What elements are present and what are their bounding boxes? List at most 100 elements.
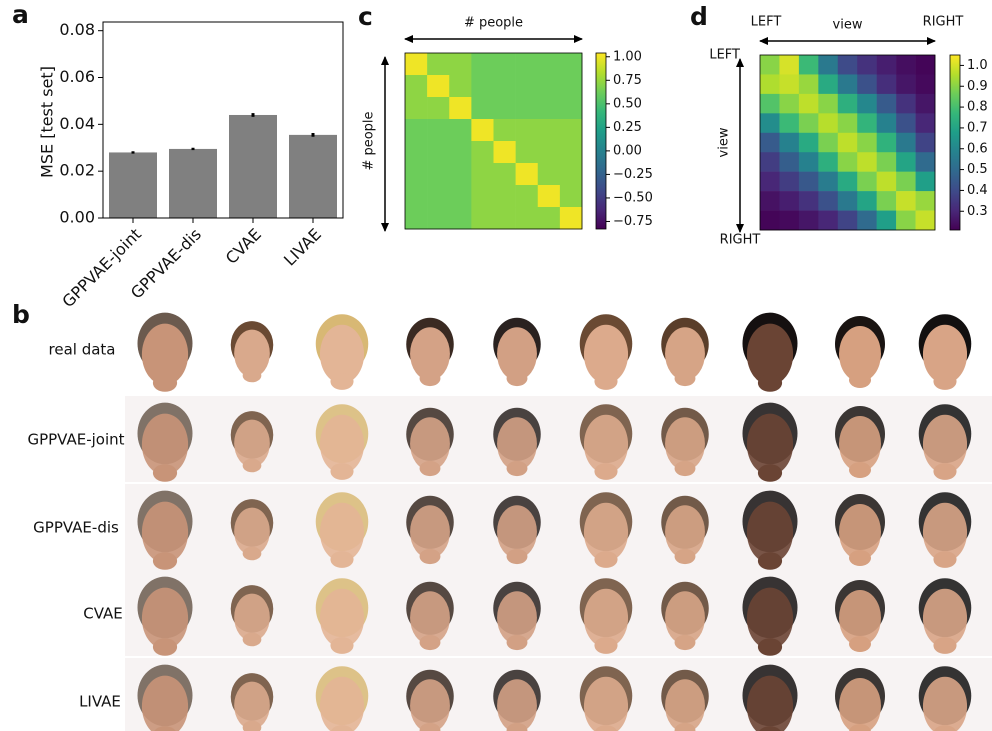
heatmap-cell: [494, 119, 516, 141]
face-neck: [153, 552, 177, 570]
bar: [109, 152, 157, 218]
panel-label: c: [358, 2, 373, 31]
heatmap-cell: [877, 152, 897, 172]
heatmap-cell: [799, 55, 819, 75]
heatmap-cell: [516, 207, 538, 229]
face-image: [919, 666, 972, 731]
heatmap-cell: [799, 172, 819, 192]
face-neck: [420, 461, 441, 476]
colorbar-tick-label: 0.6: [967, 141, 988, 156]
heatmap-cell: [538, 97, 560, 119]
heatmap-cell: [494, 75, 516, 97]
face-image: [580, 666, 633, 731]
colorbar-tick-label: 0.7: [967, 120, 988, 135]
y-tick-label: 0.06: [59, 67, 95, 86]
heatmap-cell: [516, 97, 538, 119]
bar: [229, 115, 277, 218]
face-neck: [758, 638, 782, 656]
heatmap-cell: [516, 53, 538, 75]
face-image: [316, 314, 369, 390]
heatmap-cell: [405, 53, 427, 75]
heatmap-cell: [916, 172, 936, 192]
heatmap-cell: [494, 141, 516, 163]
heatmap-cell: [779, 191, 799, 211]
heatmap-cell: [916, 113, 936, 133]
colorbar: [950, 55, 960, 230]
heatmap-cell: [560, 207, 582, 229]
face-image: [919, 314, 972, 390]
heatmap-cell: [818, 55, 838, 75]
x-end-label: LEFT: [751, 15, 782, 30]
face-neck: [594, 373, 617, 390]
face-image: [580, 314, 633, 390]
face-neck: [933, 463, 956, 480]
x-axis-label: # people: [464, 16, 523, 31]
heatmap-cell: [760, 191, 780, 211]
heatmap-cell: [779, 211, 799, 231]
heatmap-cell: [857, 74, 877, 94]
face-neck: [420, 371, 441, 386]
heatmap-cell: [877, 133, 897, 153]
y-axis-label: # people: [362, 111, 377, 170]
face-image: [406, 318, 454, 386]
face-neck: [849, 636, 871, 652]
y-end-label: RIGHT: [720, 233, 761, 248]
heatmap-cell: [779, 172, 799, 192]
heatmap-cell: [449, 53, 471, 75]
face-image: [493, 318, 541, 386]
heatmap-cell: [916, 191, 936, 211]
heatmap-cell: [877, 74, 897, 94]
colorbar-tick-label: 0.9: [967, 79, 988, 94]
row-label: CVAE: [83, 605, 123, 623]
heatmap-cell: [427, 97, 449, 119]
colorbar-tick-label: 1.0: [967, 58, 988, 73]
y-tick-label: 0.02: [59, 161, 95, 180]
heatmap-cell: [916, 152, 936, 172]
panel-label: a: [12, 0, 29, 29]
bar: [289, 135, 337, 218]
row-label: GPPVAE-joint: [27, 431, 124, 449]
face-neck: [507, 635, 528, 650]
colorbar-tick-label: 0.3: [967, 204, 988, 219]
heatmap-cell: [916, 55, 936, 75]
face-neck: [758, 464, 782, 482]
face-neck: [933, 637, 956, 654]
heatmap-cell: [560, 163, 582, 185]
heatmap-cell: [838, 113, 858, 133]
heatmap-cell: [799, 74, 819, 94]
face-neck: [849, 372, 871, 388]
heatmap-cell: [494, 97, 516, 119]
heatmap-cell: [427, 53, 449, 75]
figure: a b c d 0.000.020.040.060.08MSE [test se…: [0, 0, 992, 731]
heatmap-cell: [799, 152, 819, 172]
y-end-label: LEFT: [709, 48, 740, 63]
heatmap-cell: [427, 163, 449, 185]
heatmap-cell: [427, 119, 449, 141]
heatmap-cell: [877, 55, 897, 75]
face-neck: [420, 549, 441, 564]
heatmap-cell: [877, 113, 897, 133]
face-neck: [243, 369, 262, 383]
heatmap-cell: [538, 119, 560, 141]
face-image: [316, 666, 369, 731]
heatmap-cell: [760, 172, 780, 192]
heatmap-cell: [779, 74, 799, 94]
heatmap-cell: [760, 133, 780, 153]
heatmap-cell: [494, 207, 516, 229]
face-neck: [153, 638, 177, 656]
face-neck: [933, 551, 956, 568]
x-axis-label: view: [833, 18, 863, 33]
heatmap-cell: [896, 172, 916, 192]
colorbar-tick-label: 0.4: [967, 183, 988, 198]
heatmap-cell: [427, 185, 449, 207]
x-end-label: RIGHT: [923, 15, 964, 30]
face-neck: [933, 373, 956, 390]
heatmap-cell: [405, 163, 427, 185]
heatmap-cell: [857, 191, 877, 211]
heatmap-cell: [896, 191, 916, 211]
heatmap-cell: [916, 94, 936, 114]
heatmap-cell: [916, 133, 936, 153]
heatmap-cell: [857, 113, 877, 133]
face-neck: [594, 463, 617, 480]
x-tick-label: CVAE: [222, 225, 265, 268]
